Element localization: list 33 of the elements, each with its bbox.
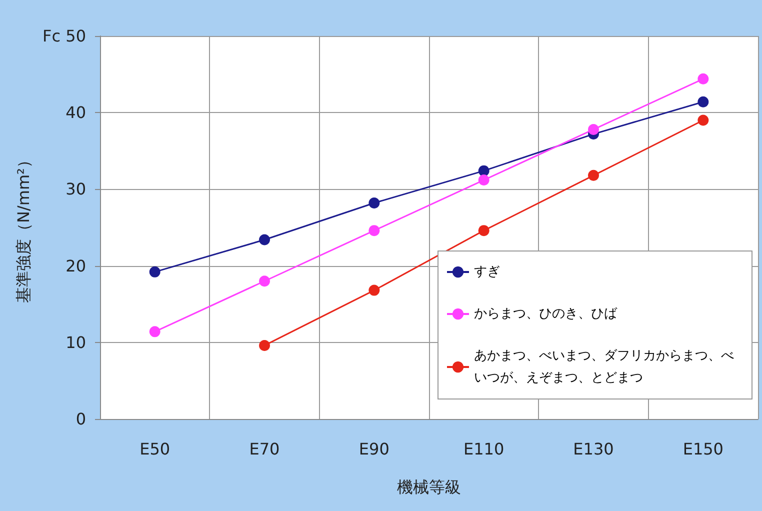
y-axis-title: 基準強度（N/mm²） — [14, 152, 34, 303]
x-tick-label: E50 — [140, 440, 170, 458]
y-tick-label: 0 — [76, 410, 86, 428]
point — [259, 276, 270, 287]
point — [478, 225, 490, 236]
point — [149, 266, 160, 278]
point — [259, 234, 270, 246]
legend-label: からまつ、ひのき、ひば — [474, 306, 618, 322]
point — [698, 96, 709, 108]
x-tick-label: E110 — [464, 440, 504, 458]
point — [698, 73, 709, 84]
legend-label: あかまつ、べいまつ、ダフリカからまつ、べいつが、えぞまつ、とどまつ — [474, 348, 734, 386]
legend-label: すぎ — [474, 264, 500, 280]
y-tick-label: 10 — [66, 332, 86, 352]
y-tick-label: Fc 50 — [42, 26, 86, 46]
x-tick-label: E150 — [682, 440, 724, 458]
point — [588, 124, 599, 135]
point — [478, 165, 490, 176]
y-tick-label: 20 — [66, 256, 86, 276]
x-axis-title: 機械等級 — [397, 478, 461, 496]
x-tick-label: E130 — [573, 440, 614, 458]
point — [149, 326, 160, 338]
point — [259, 340, 270, 351]
point — [368, 225, 380, 236]
point — [698, 114, 709, 126]
point — [368, 197, 380, 208]
point — [478, 174, 490, 186]
y-tick-label: 30 — [66, 180, 86, 199]
x-tick-label: E70 — [249, 440, 280, 458]
y-tick-label: 40 — [66, 103, 86, 122]
x-tick-label: E90 — [358, 440, 390, 458]
point — [368, 284, 380, 296]
point — [588, 170, 599, 181]
